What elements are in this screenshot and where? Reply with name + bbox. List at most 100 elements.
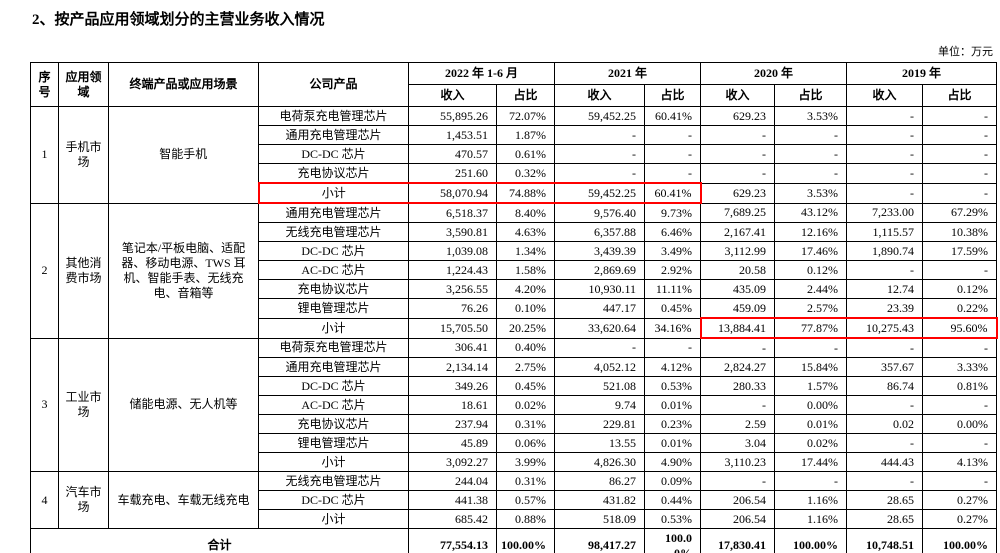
revenue-cell: -: [554, 144, 645, 164]
ratio-cell: 1.58%: [496, 260, 555, 280]
revenue-cell: -: [846, 125, 924, 145]
ratio-cell: 0.01%: [643, 395, 702, 415]
revenue-cell: 1,890.74: [846, 241, 924, 261]
header-row-periods: 序号 应用领域 终端产品或应用场景 公司产品 2022 年 1-6 月 2021…: [30, 62, 998, 107]
ratio-cell: 74.88%: [496, 182, 555, 204]
revenue-cell: -: [846, 471, 924, 491]
header-scenario: 终端产品或应用场景: [108, 62, 259, 107]
ratio-cell: 0.01%: [643, 433, 702, 453]
total-revenue-cell: 77,554.13: [408, 528, 497, 553]
revenue-cell: 59,452.25: [554, 106, 645, 126]
revenue-cell: 58,070.94: [408, 182, 497, 204]
ratio-cell: -: [922, 125, 998, 145]
table-row: 1 手机市场 智能手机 电荷泵充电管理芯片 55,895.26 72.07% 59,452.…: [30, 106, 998, 204]
ratio-cell: 0.27%: [922, 509, 998, 529]
revenue-cell: 28.65: [846, 490, 924, 510]
header-period-2022: 2022 年 1-6 月: [408, 62, 555, 85]
revenue-cell: 629.23: [700, 106, 776, 126]
ratio-cell: -: [643, 163, 702, 184]
total-ratio-cell: 100.00%: [774, 528, 848, 553]
table-row: 通用充电管理芯片 2,134.14 2.75% 4,052.12 4.12% 2,824.…: [31, 357, 998, 377]
revenue-cell: 3.04: [700, 433, 776, 453]
revenue-cell: -: [846, 106, 924, 126]
ratio-cell: 67.29%: [922, 202, 998, 223]
revenue-cell: 306.41: [408, 337, 497, 358]
table-body: 1 手机市场 智能手机 电荷泵充电管理芯片 55,895.26 72.07% 59,452.…: [30, 106, 998, 553]
ratio-cell: -: [922, 471, 998, 491]
ratio-cell: 0.06%: [496, 433, 555, 453]
revenue-cell: 685.42: [408, 509, 497, 529]
header-seq: 序号: [30, 62, 59, 107]
table-row: 充电协议芯片 3,256.55 4.20% 10,930.11 11.11% 435.09…: [31, 279, 998, 299]
revenue-cell: 2,167.41: [700, 222, 776, 242]
scenario-cell: 车载充电、车载无线充电: [108, 471, 259, 529]
revenue-cell: 431.82: [554, 490, 645, 510]
ratio-cell: 0.23%: [643, 414, 702, 434]
table-row: 3 工业市场 储能电源、无人机等 电荷泵充电管理芯片 306.41 0.40% - - - - - -: [30, 337, 998, 472]
total-ratio-cell: 100.00%: [496, 528, 555, 553]
ratio-cell: 0.32%: [496, 163, 555, 184]
ratio-cell: 10.38%: [922, 222, 998, 242]
table-row: DC-DC 芯片 441.38 0.57% 431.82 0.44% 206.54 1.16…: [31, 490, 998, 510]
revenue-cell: 237.94: [408, 414, 497, 434]
revenue-cell: -: [846, 395, 924, 415]
seq-cell: 1: [30, 106, 59, 204]
revenue-cell: 206.54: [700, 490, 776, 510]
ratio-cell: 0.53%: [643, 376, 702, 396]
ratio-cell: -: [774, 144, 848, 164]
product-cell: DC-DC 芯片: [258, 241, 409, 261]
revenue-cell: 18.61: [408, 395, 497, 415]
ratio-cell: 15.84%: [774, 357, 848, 377]
revenue-cell: 521.08: [554, 376, 645, 396]
ratio-cell: -: [774, 471, 848, 491]
product-cell: 小计: [258, 452, 409, 472]
ratio-cell: 17.46%: [774, 241, 848, 261]
revenue-cell: 7,689.25: [700, 202, 776, 223]
ratio-cell: 4.90%: [643, 452, 702, 472]
ratio-cell: 0.00%: [774, 395, 848, 415]
product-cell: 无线充电管理芯片: [258, 222, 409, 242]
ratio-cell: -: [643, 125, 702, 145]
revenue-table: 序号 应用领域 终端产品或应用场景 公司产品 2022 年 1-6 月 2021…: [30, 62, 998, 553]
revenue-cell: 244.04: [408, 471, 497, 491]
revenue-cell: 10,930.11: [554, 279, 645, 299]
ratio-cell: 34.16%: [643, 317, 702, 339]
ratio-cell: 0.45%: [496, 376, 555, 396]
ratio-cell: 0.57%: [496, 490, 555, 510]
ratio-cell: -: [922, 337, 998, 358]
scenario-cell: 储能电源、无人机等: [108, 337, 259, 472]
revenue-cell: -: [846, 144, 924, 164]
revenue-cell: -: [700, 163, 776, 184]
ratio-cell: 3.53%: [774, 106, 848, 126]
total-revenue-cell: 98,417.27: [554, 528, 645, 553]
product-cell: 电荷泵充电管理芯片: [258, 106, 409, 126]
header-field: 应用领域: [58, 62, 109, 107]
ratio-cell: 11.11%: [643, 279, 702, 299]
revenue-cell: 55,895.26: [408, 106, 497, 126]
ratio-cell: 4.12%: [643, 357, 702, 377]
table-row: DC-DC 芯片 349.26 0.45% 521.08 0.53% 280.33 1.57…: [31, 376, 998, 396]
table-row: 2 其他消费市场 笔记本/平板电脑、适配器、移动电源、TWS 耳机、智能手表、无线充…: [30, 202, 998, 339]
ratio-cell: 0.02%: [774, 433, 848, 453]
product-cell: 通用充电管理芯片: [258, 202, 409, 223]
ratio-cell: 72.07%: [496, 106, 555, 126]
revenue-cell: 0.02: [846, 414, 924, 434]
revenue-cell: 518.09: [554, 509, 645, 529]
product-cell: 无线充电管理芯片: [258, 471, 409, 491]
revenue-cell: 2,824.27: [700, 357, 776, 377]
product-cell: 小计: [258, 509, 409, 529]
ratio-cell: 4.13%: [922, 452, 998, 472]
ratio-cell: -: [643, 144, 702, 164]
ratio-cell: 0.45%: [643, 298, 702, 319]
table-row: 通用充电管理芯片 1,453.51 1.87% - - - - - -: [31, 125, 998, 145]
revenue-cell: 357.67: [846, 357, 924, 377]
revenue-cell: 12.74: [846, 279, 924, 299]
header-product: 公司产品: [258, 62, 409, 107]
ratio-cell: 60.41%: [643, 182, 702, 204]
field-cell: 汽车市场: [58, 471, 109, 529]
revenue-cell: -: [554, 125, 645, 145]
revenue-cell: 3,256.55: [408, 279, 497, 299]
ratio-cell: 77.87%: [774, 317, 848, 339]
ratio-cell: 0.10%: [496, 298, 555, 319]
revenue-cell: 9,576.40: [554, 202, 645, 223]
